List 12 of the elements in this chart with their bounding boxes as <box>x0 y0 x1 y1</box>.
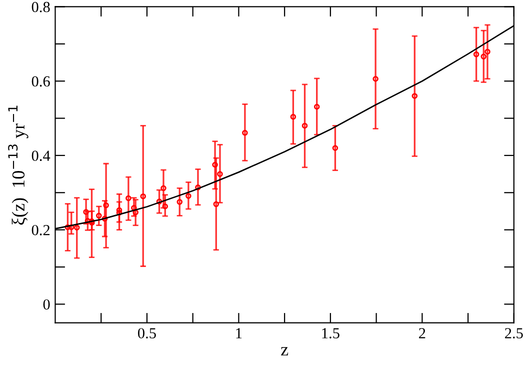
y-tick-label: 0 <box>43 299 50 310</box>
y-tick-label: 0.6 <box>32 76 50 87</box>
x-axis-title: z <box>281 347 288 356</box>
x-tick-label: 0.5 <box>138 328 156 338</box>
x-tick-label: 2 <box>419 328 426 338</box>
x-tick-label: 1.5 <box>322 328 340 338</box>
y-tick-label: 0.4 <box>32 150 50 161</box>
y-axis-title: ξ(z) 10$^{−13}$ yr$^{−1}$ <box>8 106 28 225</box>
y-tick-label: 0.8 <box>32 2 50 12</box>
x-tick-label: 1 <box>236 328 242 338</box>
x-tick-label: 2.5 <box>505 328 523 338</box>
y-tick-label: 0.2 <box>32 224 50 236</box>
